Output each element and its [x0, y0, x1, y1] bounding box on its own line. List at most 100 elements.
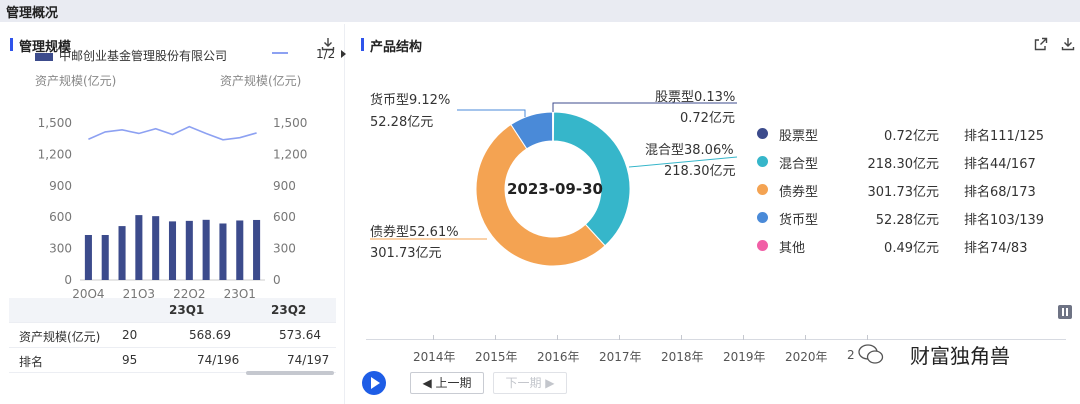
legend-name: 货币型	[779, 213, 819, 228]
timeline-year[interactable]: 2	[847, 348, 855, 362]
right-tick-label: 300	[273, 242, 296, 256]
legend-item-mixed[interactable]: 混合型 218.30亿元 排名44/167	[757, 152, 1057, 172]
legend-dot	[757, 212, 768, 223]
table-scrollbar[interactable]	[246, 371, 334, 375]
download-icon[interactable]	[321, 36, 335, 51]
donut-slice-混合型[interactable]	[552, 111, 631, 247]
legend-rank: 排名44/167	[964, 157, 1036, 172]
money-leader	[457, 109, 526, 117]
timeline-year[interactable]: 2020年	[785, 350, 828, 364]
right-tick-label: 600	[273, 210, 296, 224]
row-value-23q1: 568.69	[189, 328, 231, 342]
callout-money-val: 52.28亿元	[370, 115, 434, 130]
legend-value: 218.30亿元	[867, 157, 940, 172]
timeline-year[interactable]: 2016年	[537, 350, 580, 364]
mixed-leader	[628, 156, 738, 168]
timeline-tick	[557, 335, 558, 340]
prev-arrow-icon: ◀	[422, 376, 436, 390]
product-structure-panel: 产品结构	[347, 24, 1080, 404]
timeline-tick	[619, 335, 620, 340]
timeline-tick	[681, 335, 682, 340]
right-tick-label: 0	[273, 273, 281, 287]
legend-item-other[interactable]: 其他 0.49亿元 排名74/83	[757, 236, 1057, 256]
bar-22Q3[interactable]	[202, 219, 210, 280]
legend-pager: 1/2	[316, 47, 336, 61]
callout-bond-pct: 债券型52.61%	[370, 225, 459, 240]
legend-item-bond[interactable]: 债券型 301.73亿元 排名68/173	[757, 180, 1057, 200]
line-legend-swatch[interactable]	[272, 52, 288, 54]
callout-stock-pct: 股票型0.13%	[655, 90, 736, 105]
row-label: 排名	[19, 355, 44, 369]
table-header-row: 23Q1 23Q2	[9, 298, 336, 323]
callout-mixed-val: 218.30亿元	[664, 164, 736, 179]
prev-period-button[interactable]: ◀ 上一期	[410, 372, 484, 394]
callout-mixed-pct: 混合型38.06%	[645, 143, 734, 158]
table-header-23q1: 23Q1	[169, 303, 205, 317]
timeline-year[interactable]: 2015年	[475, 350, 518, 364]
scale-line[interactable]	[88, 125, 257, 141]
bar-23Q1[interactable]	[236, 220, 244, 280]
bar-21Q1[interactable]	[101, 234, 109, 280]
legend-item-money[interactable]: 货币型 52.28亿元 排名103/139	[757, 208, 1057, 228]
bar-22Q4[interactable]	[219, 223, 227, 280]
timeline-tick	[805, 335, 806, 340]
next-arrow-icon: ▶	[541, 376, 555, 390]
bar-legend-label: 中邮创业基金管理股份有限公司	[59, 49, 228, 63]
play-button[interactable]	[362, 371, 386, 395]
legend-next-icon[interactable]	[340, 49, 348, 59]
table-row: 排名 95 74/196 74/197	[9, 348, 336, 373]
left-tick-label: 900	[49, 179, 72, 193]
legend-name: 股票型	[779, 129, 819, 144]
legend-dot	[757, 156, 768, 167]
row-label: 资产规模(亿元)	[19, 330, 101, 344]
next-period-label: 下一期	[505, 376, 542, 390]
left-tick-label: 300	[49, 242, 72, 256]
scale-table: 23Q1 23Q2 资产规模(亿元) 20 568.69 573.64 排名 9…	[9, 298, 336, 376]
right-tick-label: 1,200	[273, 147, 307, 161]
timeline-year[interactable]: 2014年	[413, 350, 456, 364]
structure-donut	[370, 102, 738, 267]
stock-leader	[552, 102, 737, 112]
bar-legend[interactable]: 中邮创业基金管理股份有限公司	[35, 47, 227, 64]
left-axis-title: 资产规模(亿元)	[35, 74, 117, 88]
next-period-button[interactable]: 下一期 ▶	[493, 372, 567, 394]
watermark-text: 财富独角兽	[910, 344, 1010, 368]
x-tick-label: 23Q1	[224, 287, 256, 300]
timeline-track[interactable]	[366, 339, 1066, 340]
legend-name: 债券型	[779, 185, 819, 200]
download-icon[interactable]	[1061, 36, 1075, 51]
section-title: 管理概况	[6, 6, 59, 21]
bar-22Q2[interactable]	[185, 220, 193, 280]
timeline-tick	[495, 335, 496, 340]
legend-value: 301.73亿元	[867, 185, 940, 200]
callout-stock-val: 0.72亿元	[680, 111, 735, 126]
legend-dot	[757, 128, 768, 139]
legend-name: 混合型	[779, 157, 819, 172]
legend-item-stock[interactable]: 股票型 0.72亿元 排名111/125	[757, 124, 1057, 144]
timeline-year[interactable]: 2018年	[661, 350, 704, 364]
x-tick-label: 21Q3	[123, 287, 155, 300]
row-value-23q2: 74/197	[287, 353, 330, 367]
callout-bond-val: 301.73亿元	[370, 246, 442, 261]
open-external-icon[interactable]	[1034, 36, 1048, 51]
right-tick-label: 900	[273, 179, 296, 193]
left-tick-label: 1,500	[38, 116, 72, 130]
row-value-23q1: 74/196	[197, 353, 240, 367]
bar-23Q2[interactable]	[253, 219, 261, 280]
bar-21Q3[interactable]	[135, 215, 143, 280]
timeline-year[interactable]: 2019年	[723, 350, 766, 364]
legend-rank: 排名103/139	[964, 213, 1045, 228]
donut-slice-债券型[interactable]	[475, 123, 606, 267]
prev-period-label: 上一期	[435, 376, 472, 390]
bar-20Q4[interactable]	[84, 234, 92, 280]
legend-rank: 排名68/173	[964, 185, 1036, 200]
legend-value: 0.72亿元	[884, 129, 939, 144]
timeline-year[interactable]: 2017年	[599, 350, 642, 364]
timeline-handle[interactable]	[1058, 305, 1072, 319]
bar-21Q2[interactable]	[118, 226, 126, 280]
table-row: 资产规模(亿元) 20 568.69 573.64	[9, 323, 336, 348]
bar-21Q4[interactable]	[152, 216, 160, 280]
timeline-tick	[433, 335, 434, 340]
legend-rank: 排名111/125	[964, 129, 1045, 144]
bar-22Q1[interactable]	[168, 221, 177, 280]
